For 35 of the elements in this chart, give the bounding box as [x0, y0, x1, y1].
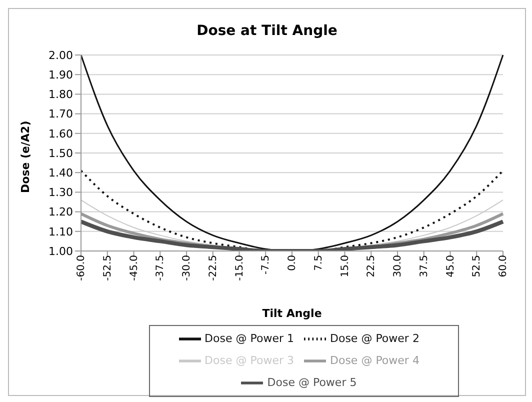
x-tick-label: 45.0	[445, 255, 456, 278]
x-tick-label: -37.5	[155, 255, 166, 281]
legend-label: Dose @ Power 5	[267, 376, 357, 390]
x-tick-label: -60.0	[76, 255, 88, 281]
x-tick-label: -7.5	[260, 255, 272, 275]
y-tick-label: 1.20	[48, 206, 73, 219]
y-tick-label: 1.90	[48, 68, 73, 82]
x-tick-label: 7.5	[313, 255, 324, 271]
y-tick-label: 1.60	[48, 127, 73, 140]
y-tick-label: 1.00	[48, 244, 73, 258]
x-tick-label: 15.0	[340, 255, 351, 278]
x-axis-title: Tilt Angle	[262, 307, 322, 320]
y-tick-label: 1.40	[48, 166, 73, 180]
legend-label: Dose @ Power 4	[330, 354, 420, 368]
x-tick-label: 30.0	[392, 255, 404, 278]
y-axis-title: Dose (e/A2)	[18, 120, 32, 193]
x-tick-label: 22.5	[366, 255, 378, 278]
chart-title: Dose at Tilt Angle	[196, 22, 338, 41]
x-tick-label: -30.0	[182, 255, 193, 281]
x-tick-label: -45.0	[128, 255, 140, 281]
y-tick-label: 1.10	[48, 225, 73, 238]
x-tick-label: -22.5	[208, 255, 219, 281]
x-tick-label: 52.5	[472, 255, 483, 278]
x-tick-label: 0.0	[287, 255, 298, 271]
y-tick-label: 1.80	[48, 88, 73, 102]
y-tick-label: 1.50	[48, 146, 73, 160]
y-tick-label: 1.70	[48, 108, 73, 121]
x-tick-label: 60.0	[498, 255, 510, 278]
y-tick-label: 2.00	[48, 48, 73, 62]
x-tick-label: -15.0	[234, 255, 246, 281]
x-tick-label: 37.5	[418, 255, 430, 278]
x-tick-label: -52.5	[102, 255, 114, 281]
legend-label: Dose @ Power 2	[330, 332, 420, 346]
legend-label: Dose @ Power 1	[204, 332, 294, 346]
y-tick-label: 1.30	[48, 186, 73, 200]
